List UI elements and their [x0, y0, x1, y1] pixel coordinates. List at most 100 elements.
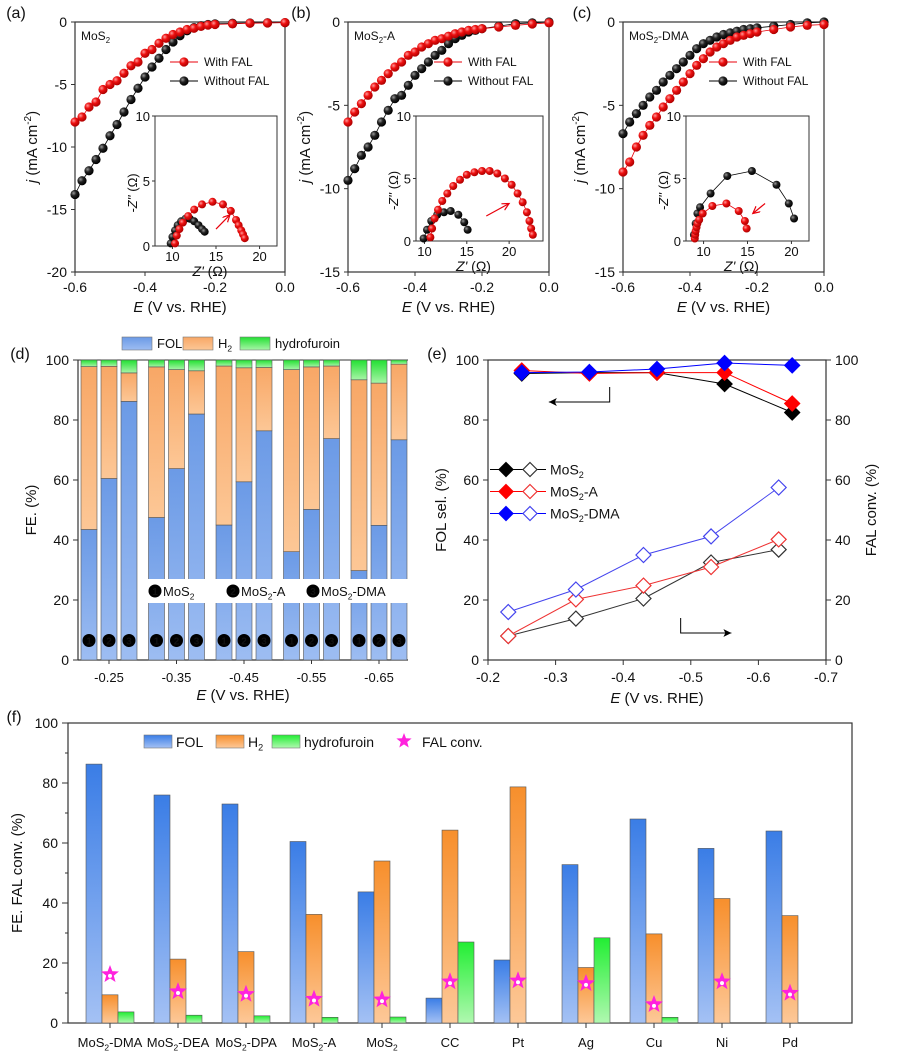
catalyst-marker — [122, 634, 136, 647]
left-axis-arrow — [548, 387, 611, 406]
legend-label: H2​ — [248, 734, 263, 753]
sel-point — [716, 364, 733, 381]
inset-x-tick-label: 15 — [209, 249, 223, 264]
data-point — [105, 79, 115, 90]
data-point — [77, 176, 87, 186]
bar-segment-h2 — [303, 366, 320, 510]
conv-point — [770, 479, 788, 496]
y-tick-label: 40 — [42, 895, 58, 911]
x-tick-label: MoS2​-DPA — [215, 1035, 277, 1052]
x-tick-label: 0.0 — [814, 279, 834, 295]
x-tick-label: MoS2​-DEA — [147, 1035, 210, 1052]
catalyst-legend-marker — [148, 584, 162, 598]
inset-data-point — [527, 224, 536, 233]
data-point — [470, 24, 480, 35]
inset-x-tick-label: 10 — [165, 249, 179, 264]
y-tick-label: 60 — [53, 472, 69, 488]
star-highlight — [108, 973, 112, 978]
bar-fol — [221, 803, 239, 1024]
x-tick-label: CC — [441, 1035, 460, 1050]
legend-label: MoS2​-A — [550, 484, 599, 503]
x-tick-label: -0.2 — [745, 279, 769, 295]
data-point — [698, 54, 709, 64]
conv-point — [635, 577, 652, 594]
legend-star-icon — [396, 733, 412, 748]
bar-h2 — [305, 914, 323, 1024]
data-point — [631, 109, 642, 119]
bar-segment-h2 — [188, 370, 205, 415]
y-axis-label: j (mA cm-2) — [296, 111, 314, 185]
inset-data-point — [454, 210, 463, 219]
sel-point — [716, 375, 733, 393]
y-label-right-group: FAL conv. (%) — [863, 464, 880, 557]
data-point — [437, 45, 447, 55]
data-point — [678, 77, 688, 87]
data-point — [370, 82, 380, 92]
data-point — [410, 70, 420, 80]
catalyst-marker — [190, 634, 203, 647]
data-point — [182, 24, 192, 35]
y-tick-label: 20 — [42, 955, 58, 971]
conv-point — [702, 558, 720, 576]
bar-hydrofuroin — [253, 1015, 271, 1024]
y-tick-label: -15 — [47, 202, 67, 218]
inset-data-point — [708, 202, 717, 210]
inset-data-point — [443, 189, 452, 198]
conv-point — [567, 610, 585, 627]
x-tick-label: -0.6 — [336, 279, 360, 295]
conv-point — [499, 627, 517, 645]
legend-label: hydrofuroin — [275, 336, 340, 351]
legend-swatch — [182, 336, 214, 351]
data-point — [154, 38, 164, 48]
panel-label: (f) — [6, 709, 21, 726]
inset-data-point — [493, 169, 502, 178]
x-tick-label: -0.65 — [364, 670, 394, 685]
legend-label: With FAL — [743, 55, 792, 69]
inset-y-tick-label: 0 — [143, 239, 150, 254]
y-label-left-group: FOL sel. (%) — [433, 468, 450, 552]
inset-data-point — [449, 182, 458, 190]
conv-point — [567, 581, 585, 598]
data-point — [376, 117, 387, 127]
data-point — [356, 150, 366, 160]
data-point — [383, 69, 393, 79]
sample-annotation: MoS2​ — [81, 29, 110, 45]
bar-h2 — [781, 915, 799, 1024]
y-axis-label-group: j (mA cm-2) — [571, 111, 589, 185]
inset-data-point — [190, 205, 199, 214]
y-tick-label-right: 100 — [835, 352, 859, 368]
data-point — [203, 20, 213, 30]
inset-x-tick-label: 20 — [252, 249, 266, 264]
inset-data-point — [790, 214, 799, 223]
legend-marker-filled — [498, 461, 514, 478]
data-point — [477, 24, 487, 34]
inset-x-tick-label: 20 — [502, 244, 516, 259]
bar-fol — [425, 997, 443, 1024]
data-point — [819, 19, 829, 30]
y-tick-label-right: 60 — [835, 472, 851, 488]
data-point — [397, 90, 407, 100]
data-point — [692, 44, 702, 54]
inset-nyquist: 10 15 20 0 5 10 Z' (Ω) -Z'' (Ω) — [656, 109, 810, 274]
bar-segment-h2 — [120, 372, 138, 402]
plot-frame — [622, 21, 825, 273]
bar-segment-hydrofuroin — [255, 359, 273, 368]
panel-label: (a) — [6, 5, 26, 22]
data-point — [397, 57, 407, 67]
data-point — [196, 21, 206, 31]
x-tick-label: -0.55 — [297, 670, 327, 685]
x-tick-label: -0.7 — [814, 669, 838, 685]
panel-label: (d) — [10, 346, 30, 363]
y-tick-label-right: 80 — [835, 412, 851, 428]
legend-swatch — [239, 336, 271, 351]
data-point — [84, 166, 94, 176]
catalyst-marker — [217, 634, 231, 647]
panel-d: (d) 0 20 40 60 80 100 FE. (%) E (V vs. RHE) -0.25… — [10, 336, 417, 704]
legend-marker — [443, 57, 453, 67]
panel-f: (f) 0 20 40 60 80 100 FE. FAL conv. (%) MoS2​-DM… — [6, 709, 853, 1052]
data-point — [98, 84, 108, 95]
y-tick-label: 0 — [50, 1015, 58, 1031]
inset-data-point — [485, 167, 494, 175]
inset-data-point — [428, 224, 437, 233]
x-tick-label: MoS2​ — [366, 1035, 398, 1052]
